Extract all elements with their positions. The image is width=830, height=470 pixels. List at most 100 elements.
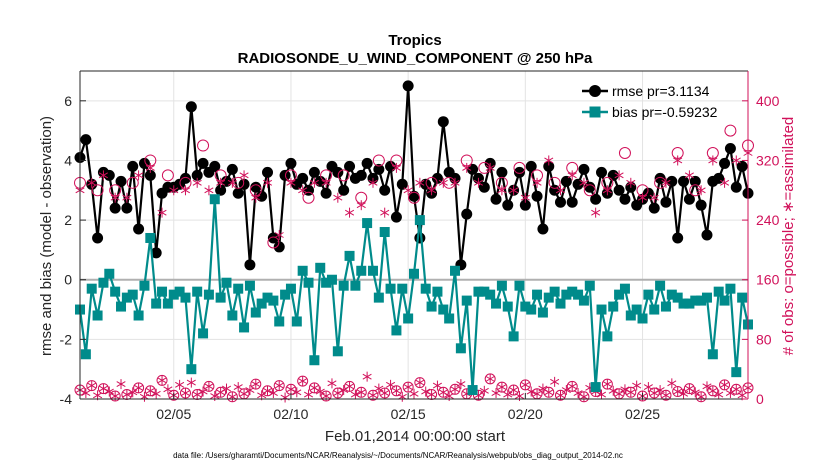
series-1-point	[409, 268, 419, 279]
series-1-point	[285, 283, 296, 294]
series-1-point	[573, 289, 584, 300]
series-1-point	[526, 304, 537, 315]
series-0-point	[232, 187, 244, 199]
count-assimilated-low	[315, 386, 325, 397]
series-3-point	[239, 170, 249, 181]
series-3-point	[204, 185, 214, 196]
chart-subtitle: RADIOSONDE_U_WIND_COMPONENT @ 250 hPa	[238, 50, 593, 67]
series-1-point	[567, 286, 578, 297]
legend-rmse-label: rmse pr=3.1134	[612, 83, 710, 99]
series-3-point	[286, 177, 296, 188]
series-1-point	[719, 295, 730, 306]
series-3-point	[532, 177, 542, 188]
series-1-point	[174, 286, 185, 297]
count-assimilated-low	[432, 380, 442, 391]
series-1-point	[473, 286, 484, 297]
series-1-point	[403, 313, 414, 324]
series-1-point	[555, 298, 566, 309]
series-1-point	[514, 280, 525, 291]
series-1-point	[239, 322, 250, 333]
series-1-point	[701, 292, 712, 303]
count-assimilated-low	[380, 388, 390, 399]
series-3-point	[637, 192, 648, 203]
obs-count-markers	[74, 371, 754, 403]
series-1-point	[250, 307, 261, 318]
series-1-point	[637, 313, 648, 324]
chart-title: Tropics	[388, 32, 441, 49]
series-3-point	[356, 200, 366, 211]
count-assimilated-low	[81, 388, 91, 399]
count-assimilated-low	[104, 386, 114, 397]
count-assimilated-low	[356, 387, 366, 398]
series-3-point	[145, 162, 155, 173]
series-0-point	[648, 202, 660, 214]
count-assimilated-low	[409, 388, 419, 399]
series-0-point	[519, 199, 531, 211]
series-0-point	[543, 160, 555, 172]
series-0-point	[121, 202, 133, 214]
count-assimilated-low	[632, 380, 642, 391]
series-0-point	[92, 232, 104, 244]
count-assimilated-low	[403, 382, 413, 393]
series-1-point	[590, 382, 601, 393]
series-0-point	[209, 160, 221, 172]
series-3-point	[485, 162, 495, 173]
series-1-point	[532, 289, 543, 300]
series-0-point	[537, 223, 549, 235]
count-assimilated-low	[415, 377, 425, 388]
series-3-point	[591, 207, 601, 218]
series-2-point	[197, 139, 210, 152]
series-3-point	[520, 192, 530, 203]
series-3-point	[544, 155, 554, 166]
count-assimilated-low	[87, 380, 97, 391]
series-1-point	[321, 277, 332, 288]
series-0-point	[361, 157, 373, 169]
series-0-point	[719, 157, 731, 169]
series-2-point	[724, 124, 737, 137]
series-1-point	[221, 277, 232, 288]
x-tick-labels: 02/05 02/10 02/15 02/20 02/25	[156, 406, 660, 422]
series-1-point	[414, 215, 425, 226]
series-1-point	[608, 301, 619, 312]
series-3-point	[298, 185, 308, 196]
series-0-point	[226, 163, 238, 175]
series-1-point	[631, 304, 642, 315]
series-0-point	[724, 143, 736, 155]
series-0-point	[379, 184, 391, 196]
series-3-point	[251, 192, 261, 203]
count-assimilated-low	[204, 381, 214, 392]
series-2-point	[91, 184, 104, 197]
y-axis-label: rmse and bias (model - observation)	[38, 116, 55, 356]
count-assimilated-low	[567, 381, 577, 392]
count-assimilated-low	[251, 379, 261, 390]
series-1-point	[145, 232, 156, 243]
series-1-point	[332, 346, 343, 357]
series-0-point	[496, 166, 508, 178]
x-axis-label: Feb.01,2014 00:00:00 start	[325, 428, 506, 445]
series-1-point	[549, 286, 560, 297]
series-3-point	[309, 177, 319, 188]
count-assimilated-low	[274, 380, 284, 391]
count-assimilated-low	[362, 371, 372, 382]
series-3-point	[87, 177, 97, 188]
count-assimilated-low	[344, 381, 355, 392]
series-1-point	[379, 227, 390, 238]
y-tick-label: 0	[64, 272, 72, 288]
series-0-point	[297, 172, 309, 184]
series-0-point	[695, 199, 707, 211]
series-0-point	[672, 232, 684, 244]
legend-bias-marker	[589, 106, 601, 118]
series-1-point	[450, 265, 461, 276]
series-1-point	[233, 283, 244, 294]
series-0-point	[103, 169, 115, 181]
series-3-point	[473, 177, 484, 188]
series-1-point	[315, 262, 326, 273]
series-3-point	[227, 177, 237, 188]
series-1-point	[203, 289, 214, 300]
series-0-point	[127, 160, 139, 172]
series-3-point	[438, 177, 448, 188]
count-assimilated-low	[233, 382, 243, 393]
series-1-point	[602, 331, 613, 342]
series-3-point	[98, 170, 108, 181]
series-1-point	[385, 283, 396, 294]
